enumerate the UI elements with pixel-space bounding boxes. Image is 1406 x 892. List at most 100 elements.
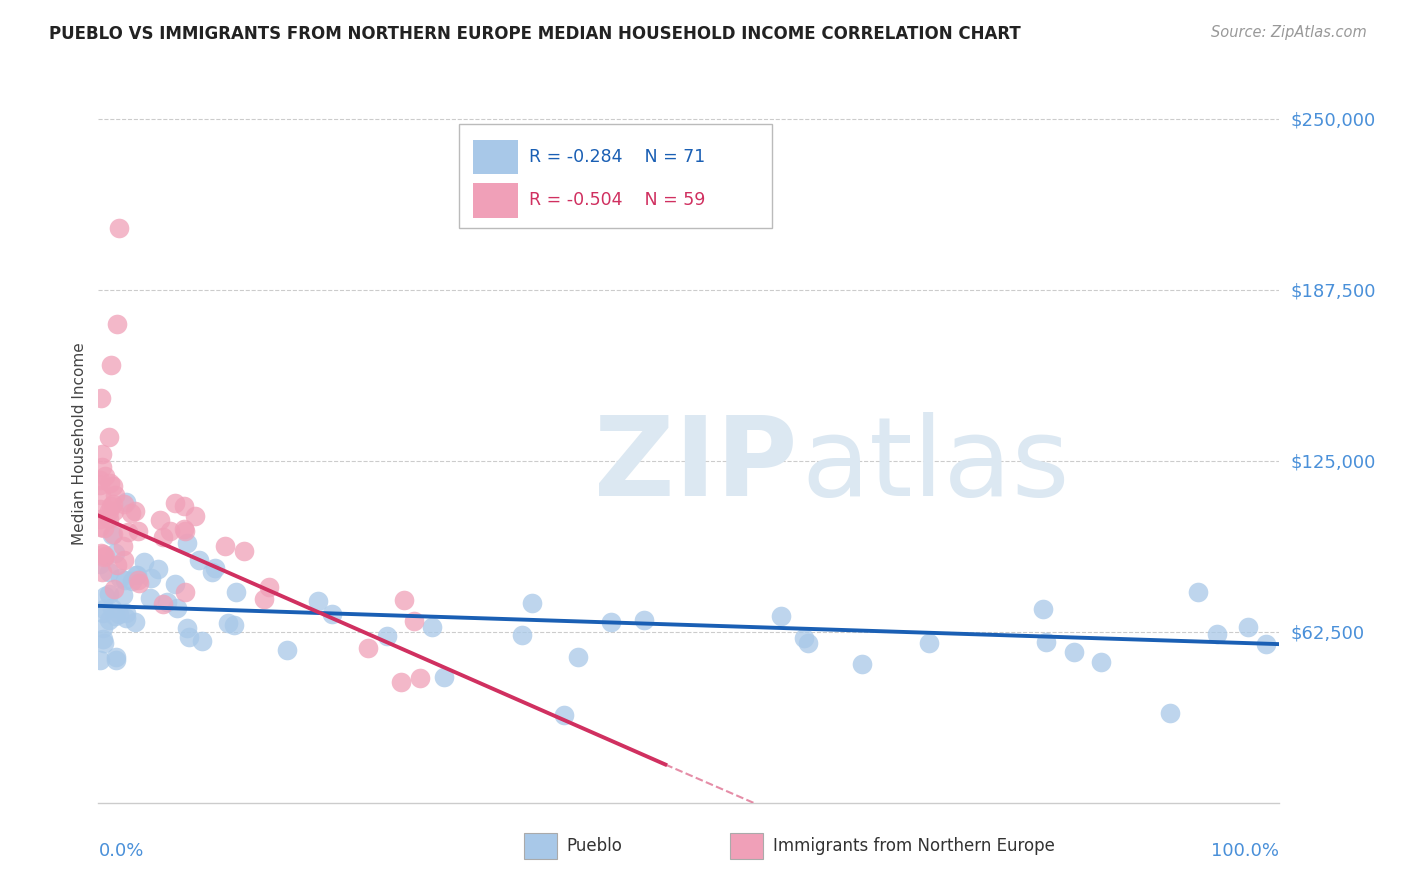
Point — [107, 221, 129, 235]
Point — [797, 636, 820, 650]
Point — [793, 631, 815, 645]
Point — [90, 391, 112, 405]
Point — [104, 608, 127, 623]
Point — [402, 614, 425, 628]
Point — [105, 649, 128, 664]
Point — [433, 669, 456, 683]
Point — [115, 611, 138, 625]
Point — [114, 573, 136, 587]
Point — [139, 591, 162, 606]
Point — [91, 446, 114, 460]
Point — [104, 546, 127, 560]
Point — [176, 536, 198, 550]
Point — [94, 469, 117, 483]
Point — [217, 616, 239, 631]
Point — [115, 495, 138, 509]
Point — [201, 566, 224, 580]
Point — [89, 473, 111, 487]
Point — [89, 557, 111, 571]
Bar — [472, 140, 517, 175]
Point — [214, 539, 236, 553]
Point — [394, 593, 416, 607]
Bar — [523, 833, 557, 859]
Text: 100.0%: 100.0% — [1212, 842, 1279, 860]
Point — [149, 513, 172, 527]
Point — [89, 652, 111, 666]
Point — [101, 526, 124, 541]
Point — [89, 478, 111, 492]
Point — [321, 607, 343, 621]
Point — [173, 524, 195, 538]
Point — [103, 582, 125, 596]
Point — [389, 675, 412, 690]
Point — [105, 652, 128, 666]
Point — [257, 580, 280, 594]
Point — [769, 608, 792, 623]
Point — [107, 607, 129, 621]
Point — [101, 479, 124, 493]
Point — [141, 571, 163, 585]
Point — [98, 476, 121, 491]
Point — [1035, 635, 1057, 649]
Point — [127, 524, 149, 538]
Point — [173, 522, 195, 536]
Point — [420, 620, 443, 634]
Text: R = -0.284    N = 71: R = -0.284 N = 71 — [530, 148, 706, 166]
Text: ZIP: ZIP — [595, 412, 797, 519]
Point — [1032, 602, 1054, 616]
Point — [918, 636, 941, 650]
Point — [375, 629, 398, 643]
Point — [93, 607, 115, 621]
Point — [89, 512, 111, 526]
Point — [633, 613, 655, 627]
Point — [173, 585, 195, 599]
Text: PUEBLO VS IMMIGRANTS FROM NORTHERN EUROPE MEDIAN HOUSEHOLD INCOME CORRELATION CH: PUEBLO VS IMMIGRANTS FROM NORTHERN EUROP… — [49, 25, 1021, 43]
Point — [100, 358, 122, 372]
Text: Source: ZipAtlas.com: Source: ZipAtlas.com — [1211, 25, 1367, 40]
Point — [851, 657, 873, 672]
Point — [127, 573, 149, 587]
Point — [98, 565, 121, 579]
Point — [146, 562, 169, 576]
Text: 0.0%: 0.0% — [98, 842, 143, 860]
Point — [276, 643, 298, 657]
Point — [567, 649, 589, 664]
Point — [191, 634, 214, 648]
Point — [97, 613, 120, 627]
Point — [307, 594, 329, 608]
Point — [101, 601, 124, 615]
Point — [103, 503, 125, 517]
Point — [97, 587, 120, 601]
Point — [1187, 584, 1209, 599]
Point — [117, 524, 139, 539]
Point — [163, 496, 186, 510]
Y-axis label: Median Household Income: Median Household Income — [72, 343, 87, 545]
Point — [152, 598, 174, 612]
Point — [93, 636, 115, 650]
Point — [91, 548, 114, 562]
Point — [173, 499, 195, 513]
Point — [105, 317, 128, 331]
Point — [93, 601, 115, 615]
Point — [94, 549, 117, 563]
Bar — [458, 124, 772, 228]
Point — [188, 553, 211, 567]
Point — [93, 549, 115, 564]
Point — [1237, 620, 1260, 634]
Point — [91, 632, 114, 646]
Point — [121, 574, 143, 588]
Point — [105, 558, 128, 572]
Point — [183, 508, 205, 523]
Point — [112, 497, 135, 511]
Point — [93, 521, 115, 535]
Point — [179, 630, 201, 644]
Point — [110, 571, 132, 585]
Point — [176, 621, 198, 635]
Point — [93, 621, 115, 635]
Point — [89, 520, 111, 534]
Point — [114, 606, 136, 620]
Point — [127, 568, 149, 582]
Point — [94, 589, 117, 603]
Point — [89, 488, 111, 502]
Point — [91, 459, 114, 474]
